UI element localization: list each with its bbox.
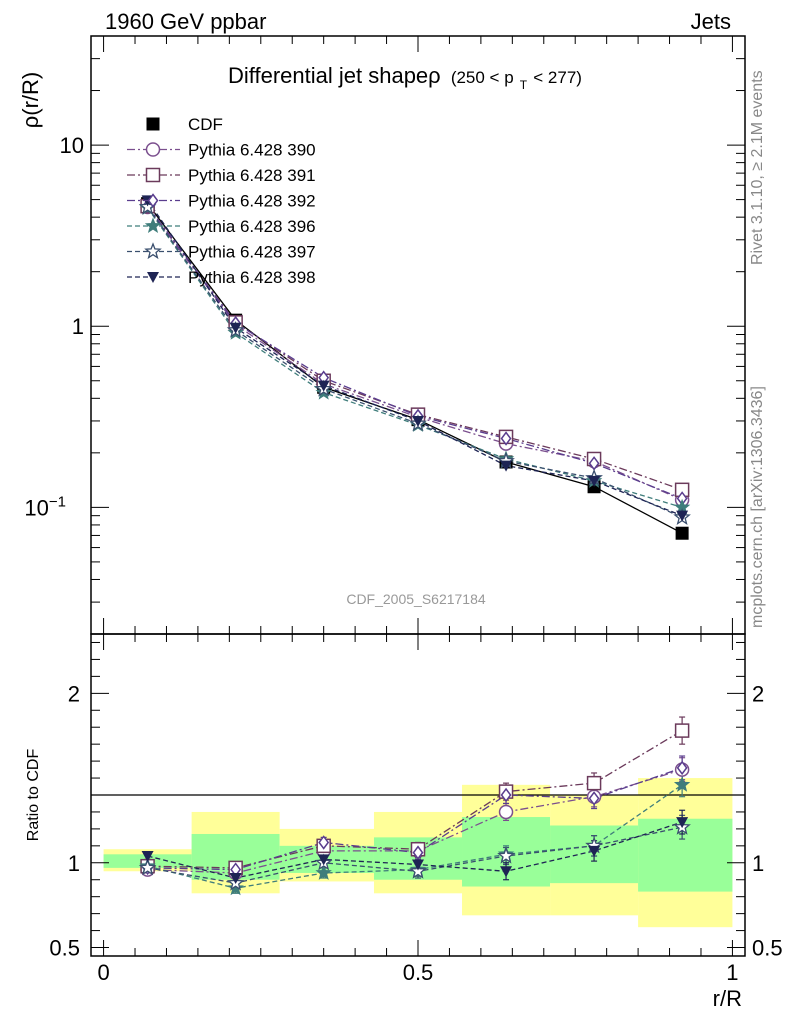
mcplots-label: mcplots.cern.ch [arXiv:1306.3436]: [749, 386, 766, 628]
ratio-y-tick-label: 1: [68, 851, 80, 876]
data-point: [412, 415, 424, 427]
ratio-data-point: [409, 862, 427, 879]
ratio-data-point: [318, 835, 330, 850]
legend-label: Pythia 6.428 396: [188, 217, 316, 236]
legend-label: Pythia 6.428 390: [188, 141, 316, 160]
ratio-data-point: [674, 723, 690, 738]
legend-marker: [146, 117, 160, 131]
ratio-plot-frame: [90, 633, 746, 957]
legend-label: CDF: [188, 115, 223, 134]
data-point: [229, 322, 242, 334]
legend-label: Pythia 6.428 392: [188, 192, 316, 211]
legend-marker: [144, 217, 162, 234]
rivet-label: Rivet 3.1.10, ≥ 2.1M events: [749, 70, 766, 265]
ratio-data-point: [676, 760, 688, 776]
ratio-data-point: [229, 873, 242, 885]
data-point: [317, 380, 330, 392]
ratio-data-point: [588, 791, 600, 806]
legend-label: Pythia 6.428 398: [188, 268, 316, 287]
x-tick-label: 0: [97, 960, 109, 985]
ratio-data-point: [500, 787, 512, 803]
data-point: [500, 460, 513, 472]
legend-marker: [145, 167, 161, 183]
y-tick-label-base: 10: [24, 495, 48, 520]
x-axis-label: r/R: [713, 986, 742, 1011]
ratio-series-markers: [138, 723, 691, 896]
plot-title-subscript: T: [520, 78, 528, 92]
header-left: 1960 GeV ppbar: [105, 9, 266, 34]
data-point: [588, 475, 601, 487]
ratio-data-point: [676, 817, 689, 829]
legend-marker: [147, 272, 159, 283]
plot-title-range: (250 < p: [451, 68, 514, 87]
ratio-data-point: [586, 775, 602, 791]
ratio-y-tick-label-right: 0.5: [752, 936, 783, 961]
ratio-data-point: [138, 858, 157, 876]
x-tick-label: 0.5: [403, 960, 434, 985]
analysis-watermark: CDF_2005_S6217184: [346, 591, 486, 607]
plot-title-end: < 277): [533, 68, 582, 87]
ratio-y-axis-label: Ratio to CDF: [25, 749, 42, 842]
main-y-axis-label: ρ(r/R): [18, 72, 43, 129]
data-point: [500, 431, 512, 446]
ratio-y-tick-label: 2: [68, 681, 80, 706]
ratio-data-point: [588, 845, 601, 857]
legend-marker: [147, 193, 159, 208]
ratio-data-point: [227, 879, 244, 896]
ratio-y-tick-label: 0.5: [49, 936, 80, 961]
ratio-data-point: [500, 866, 513, 878]
ratio-axis-ticks: 2 2 1 1 0.5 0.5 0 0.5 1: [49, 634, 783, 985]
y-tick-label: 1: [72, 314, 84, 339]
y-tick-label: 10−1: [24, 493, 66, 520]
ratio-data-point: [412, 859, 424, 871]
header-right: Jets: [691, 9, 731, 34]
ratio-y-tick-label-right: 1: [752, 851, 764, 876]
ratio-data-point: [315, 864, 332, 880]
ratio-data-point: [317, 854, 330, 866]
plot-title: Differential jet shapeρ (250 < p T < 277…: [228, 63, 582, 94]
x-tick-label: 1: [726, 960, 738, 985]
ratio-data-point: [412, 845, 424, 860]
legend-label: Pythia 6.428 391: [188, 166, 316, 185]
y-tick-label: 10: [60, 133, 84, 158]
data-point: [675, 526, 689, 540]
y-tick-label-exponent: −1: [49, 493, 66, 510]
ratio-y-tick-label-right: 2: [752, 681, 764, 706]
data-point: [676, 510, 689, 522]
legend-label: Pythia 6.428 397: [188, 243, 316, 262]
legend-marker: [144, 242, 162, 260]
ratio-data-point: [673, 776, 691, 792]
legend: CDF Pythia 6.428 390 Pythia 6.428 391 Pythi…: [127, 115, 316, 287]
ratio-data-point: [497, 846, 515, 864]
ratio-data-point: [141, 851, 154, 863]
ratio-plot-panel: 2 2 1 1 0.5 0.5 0 0.5 1 Ratio to CDF r/R: [25, 633, 783, 1011]
plot-title-main: Differential jet shapeρ: [228, 63, 441, 88]
legend-marker: [145, 142, 161, 157]
ratio-data-point: [498, 804, 514, 820]
